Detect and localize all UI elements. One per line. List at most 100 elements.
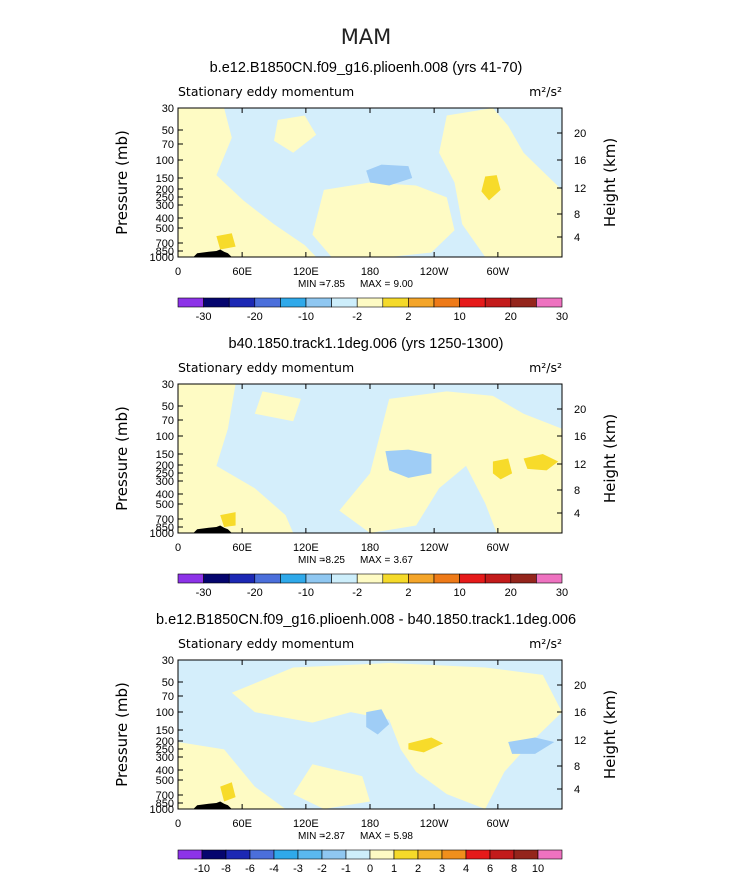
panel-title: b.e12.B1850CN.f09_g16.plioenh.008 - b40.… <box>156 612 576 628</box>
y-tick-label: 70 <box>162 691 174 703</box>
y-tick-label: 300 <box>156 752 174 764</box>
colorbar-label: -8 <box>221 863 231 875</box>
y-tick-label: 400 <box>156 765 174 777</box>
colorbar-label: -30 <box>196 587 212 599</box>
colorbar-swatch <box>280 573 307 584</box>
contour-region <box>178 108 317 257</box>
y-tick-label: 50 <box>162 677 174 689</box>
y-tick-label: 1000 <box>150 252 174 264</box>
colorbar-label: 30 <box>556 587 568 599</box>
colorbar-label: 30 <box>556 311 568 323</box>
units-label: m²/s² <box>529 636 562 651</box>
height-tick-label: 4 <box>574 784 580 796</box>
colorbar-swatch <box>254 297 281 308</box>
y-tick-label: 250 <box>156 192 174 204</box>
colorbar-swatch <box>393 849 419 860</box>
colorbar-label: 2 <box>405 311 411 323</box>
colorbar-swatch <box>331 297 358 308</box>
colorbar-label: -4 <box>269 863 279 875</box>
y-axis-label: Pressure (mb) <box>113 682 131 787</box>
contour-region <box>220 782 236 802</box>
colorbar-swatch <box>228 297 256 308</box>
min-label: MIN = <box>298 279 325 290</box>
min-label: MIN = <box>298 555 325 566</box>
colorbar: -30 -20 -10 -2 2 10 20 30 <box>177 297 568 323</box>
y-tick-label: 150 <box>156 725 174 737</box>
colorbar-swatch <box>331 573 358 584</box>
colorbar-swatch <box>441 849 467 860</box>
y-tick-label: 30 <box>162 655 174 667</box>
x-tick-label: 120W <box>420 266 449 278</box>
contour-region <box>220 512 236 527</box>
contour-region <box>439 108 562 257</box>
right-axis-label: Height (km) <box>601 690 619 779</box>
colorbar: -30 -20 -10 -2 2 10 20 30 <box>177 573 568 599</box>
height-tick-label: 8 <box>574 485 580 497</box>
colorbar-label: -2 <box>317 863 327 875</box>
height-tick-label: 4 <box>574 232 580 244</box>
contour-region <box>339 391 562 533</box>
y-tick-label: 500 <box>156 499 174 511</box>
colorbar: -10 -8 -6 -4 -3 -2 -1 0 1 2 3 4 6 8 10 <box>177 849 563 875</box>
x-tick-label: 60W <box>487 542 510 554</box>
y-tick-label: 700 <box>156 790 174 802</box>
topography <box>193 525 232 533</box>
x-tick-label: 180 <box>361 818 379 830</box>
height-tick-label: 20 <box>574 680 586 692</box>
y-tick-label: 100 <box>156 431 174 443</box>
contour-region <box>481 175 501 201</box>
colorbar-label: -6 <box>245 863 255 875</box>
colorbar-swatch <box>382 573 409 584</box>
colorbar-swatch <box>305 297 332 308</box>
colorbar-swatch <box>433 297 460 308</box>
height-tick-label: 8 <box>574 209 580 221</box>
colorbar-label: 2 <box>415 863 421 875</box>
y-tick-label: 200 <box>156 736 174 748</box>
colorbar-swatch <box>356 573 384 584</box>
y-tick-label: 70 <box>162 415 174 427</box>
x-tick-label: 120E <box>293 266 319 278</box>
colorbar-swatch <box>382 297 409 308</box>
x-tick-label: 60E <box>232 266 252 278</box>
colorbar-swatch <box>459 297 486 308</box>
contour-region <box>385 449 432 478</box>
colorbar-swatch <box>201 849 227 860</box>
colorbar-swatch <box>273 849 299 860</box>
colorbar-label: 4 <box>463 863 469 875</box>
colorbar-swatch <box>369 849 395 860</box>
colorbar-label: 0 <box>367 863 373 875</box>
max-label: MAX = <box>360 831 390 842</box>
variable-label: Stationary eddy momentum <box>178 636 354 651</box>
variable-label: Stationary eddy momentum <box>178 84 354 99</box>
colorbar-swatch <box>305 573 332 584</box>
x-tick-label: 60E <box>232 818 252 830</box>
x-tick-label: 60W <box>487 266 510 278</box>
y-tick-label: 200 <box>156 184 174 196</box>
x-tick-label: 0 <box>175 266 181 278</box>
min-value: -2.87 <box>322 831 345 842</box>
y-tick-label: 150 <box>156 173 174 185</box>
height-tick-label: 20 <box>574 404 586 416</box>
colorbar-label: -10 <box>298 311 314 323</box>
y-tick-label: 100 <box>156 707 174 719</box>
x-tick-label: 120W <box>420 818 449 830</box>
contour-region <box>178 742 286 809</box>
colorbar-swatch <box>513 849 539 860</box>
colorbar-label: -10 <box>298 587 314 599</box>
height-tick-label: 12 <box>574 459 586 471</box>
colorbar-swatch <box>484 573 512 584</box>
y-tick-label: 50 <box>162 401 174 413</box>
contour-region <box>274 115 317 153</box>
height-tick-label: 12 <box>574 183 586 195</box>
colorbar-swatch <box>408 573 435 584</box>
colorbar-swatch <box>297 849 323 860</box>
colorbar-label: 2 <box>405 587 411 599</box>
colorbar-swatch <box>484 297 512 308</box>
contour-region <box>231 663 563 809</box>
contour-region <box>178 384 294 533</box>
colorbar-label: 6 <box>487 863 493 875</box>
x-tick-label: 60E <box>232 542 252 554</box>
min-value: -8.25 <box>322 555 345 566</box>
colorbar-swatch <box>321 849 347 860</box>
min-label: MIN = <box>298 831 325 842</box>
